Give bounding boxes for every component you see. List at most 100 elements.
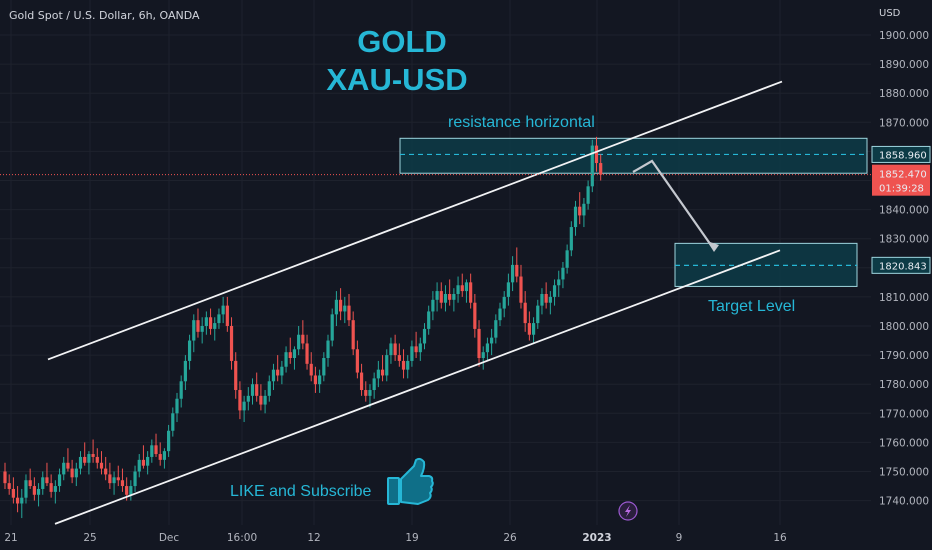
- candle-body: [355, 349, 359, 373]
- candle-body: [590, 145, 594, 187]
- candle-body: [263, 395, 267, 405]
- candle-body: [406, 360, 410, 370]
- candle-body: [213, 323, 217, 329]
- candle-body: [510, 264, 515, 283]
- trend-channel: [47, 80, 783, 525]
- candle-body: [57, 474, 62, 487]
- candle-body: [171, 413, 175, 431]
- y-tick-label: 1900.000: [879, 30, 929, 42]
- y-tick-label: 1790.000: [879, 350, 929, 362]
- event-icon[interactable]: [618, 501, 638, 521]
- channel-line-lower: [54, 249, 781, 525]
- time-axis[interactable]: 21 25 Dec 16:00 12 19 26 2023 9 16: [4, 532, 787, 544]
- candle-body: [372, 378, 376, 391]
- candle-body: [431, 299, 435, 312]
- y-tick-label: 1830.000: [879, 234, 929, 246]
- candle-body: [108, 474, 112, 484]
- candle-body: [397, 355, 401, 361]
- candle-body: [162, 451, 167, 460]
- candle-body: [364, 390, 368, 396]
- target-price-text: 1820.843: [879, 261, 927, 272]
- candle-body: [506, 282, 510, 297]
- candle-body: [439, 291, 443, 303]
- candle-body: [284, 352, 288, 367]
- last-price-text: 1852.470: [879, 170, 927, 181]
- candle-body: [175, 398, 179, 414]
- candle-body: [573, 206, 578, 228]
- candle-body: [544, 293, 548, 303]
- candle-body: [536, 305, 540, 324]
- candle-body: [393, 343, 397, 356]
- candle-body: [297, 334, 301, 350]
- candle-body: [112, 477, 116, 484]
- candle-body: [271, 369, 276, 382]
- candle-body: [221, 305, 225, 315]
- target-price-badge: [871, 256, 931, 274]
- candle-body: [527, 323, 531, 335]
- x-tick-label: 16: [773, 532, 787, 544]
- x-tick-label: 25: [83, 532, 96, 544]
- candle-body: [443, 293, 448, 303]
- candle-body: [401, 360, 406, 370]
- candle-body: [158, 454, 162, 460]
- candle-body: [133, 471, 137, 487]
- candle-body: [259, 395, 263, 405]
- candle-body: [129, 486, 133, 495]
- candle-body: [464, 282, 469, 292]
- candle-body: [473, 302, 477, 329]
- candle-body: [292, 349, 297, 359]
- x-tick-label: 26: [503, 532, 517, 544]
- candle-body: [594, 145, 599, 164]
- candle-body: [150, 445, 154, 457]
- candle-body: [141, 459, 146, 466]
- x-tick-label: 12: [307, 532, 320, 544]
- forecast-arrow: [632, 159, 714, 249]
- candle-body: [229, 326, 234, 361]
- y-tick-label: 1770.000: [879, 408, 929, 420]
- candle-body: [519, 276, 523, 303]
- candle-body: [66, 462, 70, 469]
- candle-body: [20, 497, 24, 504]
- y-tick-label: 1740.000: [879, 496, 929, 508]
- candle-body: [330, 314, 334, 341]
- candle-body: [32, 486, 36, 495]
- resistance-label: resistance horizontal: [448, 114, 595, 131]
- candle-body: [380, 369, 385, 376]
- candle-body: [7, 483, 11, 489]
- candle-body: [62, 462, 66, 475]
- chart-subtitle: XAU-USD: [326, 62, 467, 97]
- candle-body: [494, 320, 498, 338]
- candle-body: [154, 445, 158, 455]
- candle-body: [540, 293, 544, 306]
- y-tick-label: 1780.000: [879, 379, 929, 391]
- candle-body: [599, 163, 603, 175]
- candle-body: [238, 390, 242, 411]
- y-tick-label: 1750.000: [879, 467, 929, 479]
- x-tick-label: 2023: [582, 532, 611, 544]
- candle-body: [192, 320, 196, 341]
- candle-body: [200, 326, 204, 332]
- candle-body: [116, 477, 120, 481]
- candle-body: [11, 488, 15, 498]
- candle-body: [561, 267, 565, 280]
- countdown-text: 01:39:28: [879, 184, 924, 195]
- candle-body: [246, 395, 250, 402]
- candle-body: [120, 480, 125, 487]
- candle-body: [334, 299, 339, 315]
- candle-body: [36, 488, 41, 495]
- candle-body: [502, 296, 506, 309]
- candle-body: [427, 311, 431, 329]
- candle-body: [359, 372, 364, 391]
- candle-body: [183, 360, 187, 382]
- x-tick-label: 9: [676, 532, 683, 544]
- candle-body: [368, 390, 372, 396]
- candle-body: [242, 401, 246, 411]
- chart-title: GOLD: [357, 24, 447, 59]
- candle-body: [313, 375, 318, 385]
- candle-body: [410, 346, 414, 361]
- candle-body: [53, 486, 57, 492]
- candle-body: [322, 358, 326, 376]
- candle-body: [485, 343, 490, 353]
- chart-symbol-title[interactable]: Gold Spot / U.S. Dollar, 6h, OANDA: [9, 9, 200, 22]
